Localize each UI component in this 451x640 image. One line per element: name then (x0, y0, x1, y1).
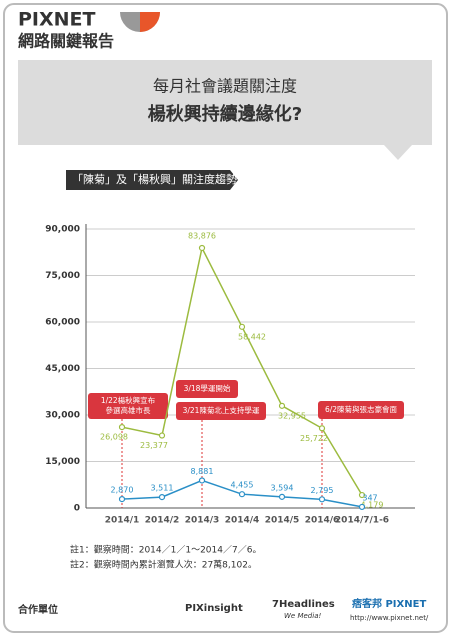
brand: PIXNET (18, 9, 96, 31)
y-tick-label: 30,000 (45, 411, 80, 421)
logo-pixnet: 痞客邦 PIXNET (352, 597, 426, 610)
x-tick-label: 2014/7/1-6 (335, 516, 389, 526)
data-label: 8,881 (191, 467, 214, 476)
annotation-text: 3/21陳菊北上支持學運 (183, 405, 260, 415)
y-tick-label: 60,000 (45, 318, 80, 328)
point (278, 402, 286, 409)
data-label: 4,455 (231, 481, 254, 490)
x-tick-label: 2014/6 (305, 516, 340, 526)
annotation-box (176, 402, 266, 420)
annotation-text: 3/18學運開始 (184, 383, 231, 393)
point (198, 244, 206, 252)
y-tick-label: 45,000 (45, 364, 80, 374)
x-tick-label: 2014/4 (225, 516, 260, 526)
data-label: 2,795 (311, 486, 334, 495)
point (238, 491, 246, 498)
chart-title: 「陳菊」及「楊秋興」關注度趨勢 (72, 172, 237, 186)
x-tick-label: 2014/3 (185, 516, 220, 526)
card (3, 3, 448, 633)
note: 註1：觀察時間：2014／1／1～2014／7／6。 (70, 544, 261, 556)
title: 每月社會議題關注度 (153, 77, 297, 96)
y-tick-label: 75,000 (45, 271, 80, 281)
data-label: 26,098 (100, 433, 128, 442)
footer-label: 合作單位 (17, 603, 58, 616)
report-name: 網路關鍵報告 (18, 32, 114, 51)
y-tick-label: 0 (74, 504, 80, 514)
annotation-text: 1/22楊秋興宣布 (101, 395, 156, 405)
point (358, 491, 366, 499)
data-label: 58,442 (238, 332, 266, 341)
logo-icon-slice (140, 12, 160, 32)
data-label: 23,377 (140, 441, 168, 450)
point (238, 323, 246, 330)
x-tick-label: 2014/5 (265, 516, 300, 526)
data-label: 347 (362, 493, 377, 502)
y-tick-label: 90,000 (45, 225, 80, 235)
point (358, 503, 366, 511)
data-label: 3,594 (271, 483, 294, 492)
x-tick-label: 2014/2 (145, 516, 180, 526)
point (118, 496, 126, 503)
logo-headlines: 7Headlines (272, 599, 335, 610)
data-label: 32,955 (278, 411, 306, 420)
annotation-box (88, 393, 168, 419)
point (118, 423, 126, 431)
annotation-text: 參選高雄市長 (106, 405, 151, 415)
x-tick-label: 2014/1 (105, 516, 140, 526)
point (278, 493, 286, 500)
logo-headlines-tag: We Media! (284, 612, 321, 620)
header-band (18, 60, 432, 160)
point (318, 425, 326, 432)
annotation-text: 6/2陳菊與張志豪會面 (325, 404, 398, 414)
point (198, 477, 206, 484)
chart-title-tag (66, 170, 238, 190)
url: http://www.pixnet.net/ (350, 614, 429, 622)
data-label: 25,722 (300, 434, 328, 443)
subtitle: 楊秋興持續邊緣化? (148, 103, 302, 125)
data-label: 3,511 (151, 484, 174, 493)
point (158, 494, 166, 501)
annotation-box (176, 380, 238, 398)
y-tick-label: 15,000 (45, 457, 80, 467)
data-label: 4,179 (361, 501, 384, 510)
annotation-box (318, 401, 404, 419)
data-label: 2,870 (111, 486, 134, 495)
point (158, 432, 166, 439)
point (318, 496, 326, 503)
logo-pixinsight: PIXinsight (185, 603, 243, 614)
data-label: 83,876 (188, 231, 216, 240)
note: 註2：觀察時間內累計瀏覽人次：27萬8,102。 (70, 559, 257, 571)
